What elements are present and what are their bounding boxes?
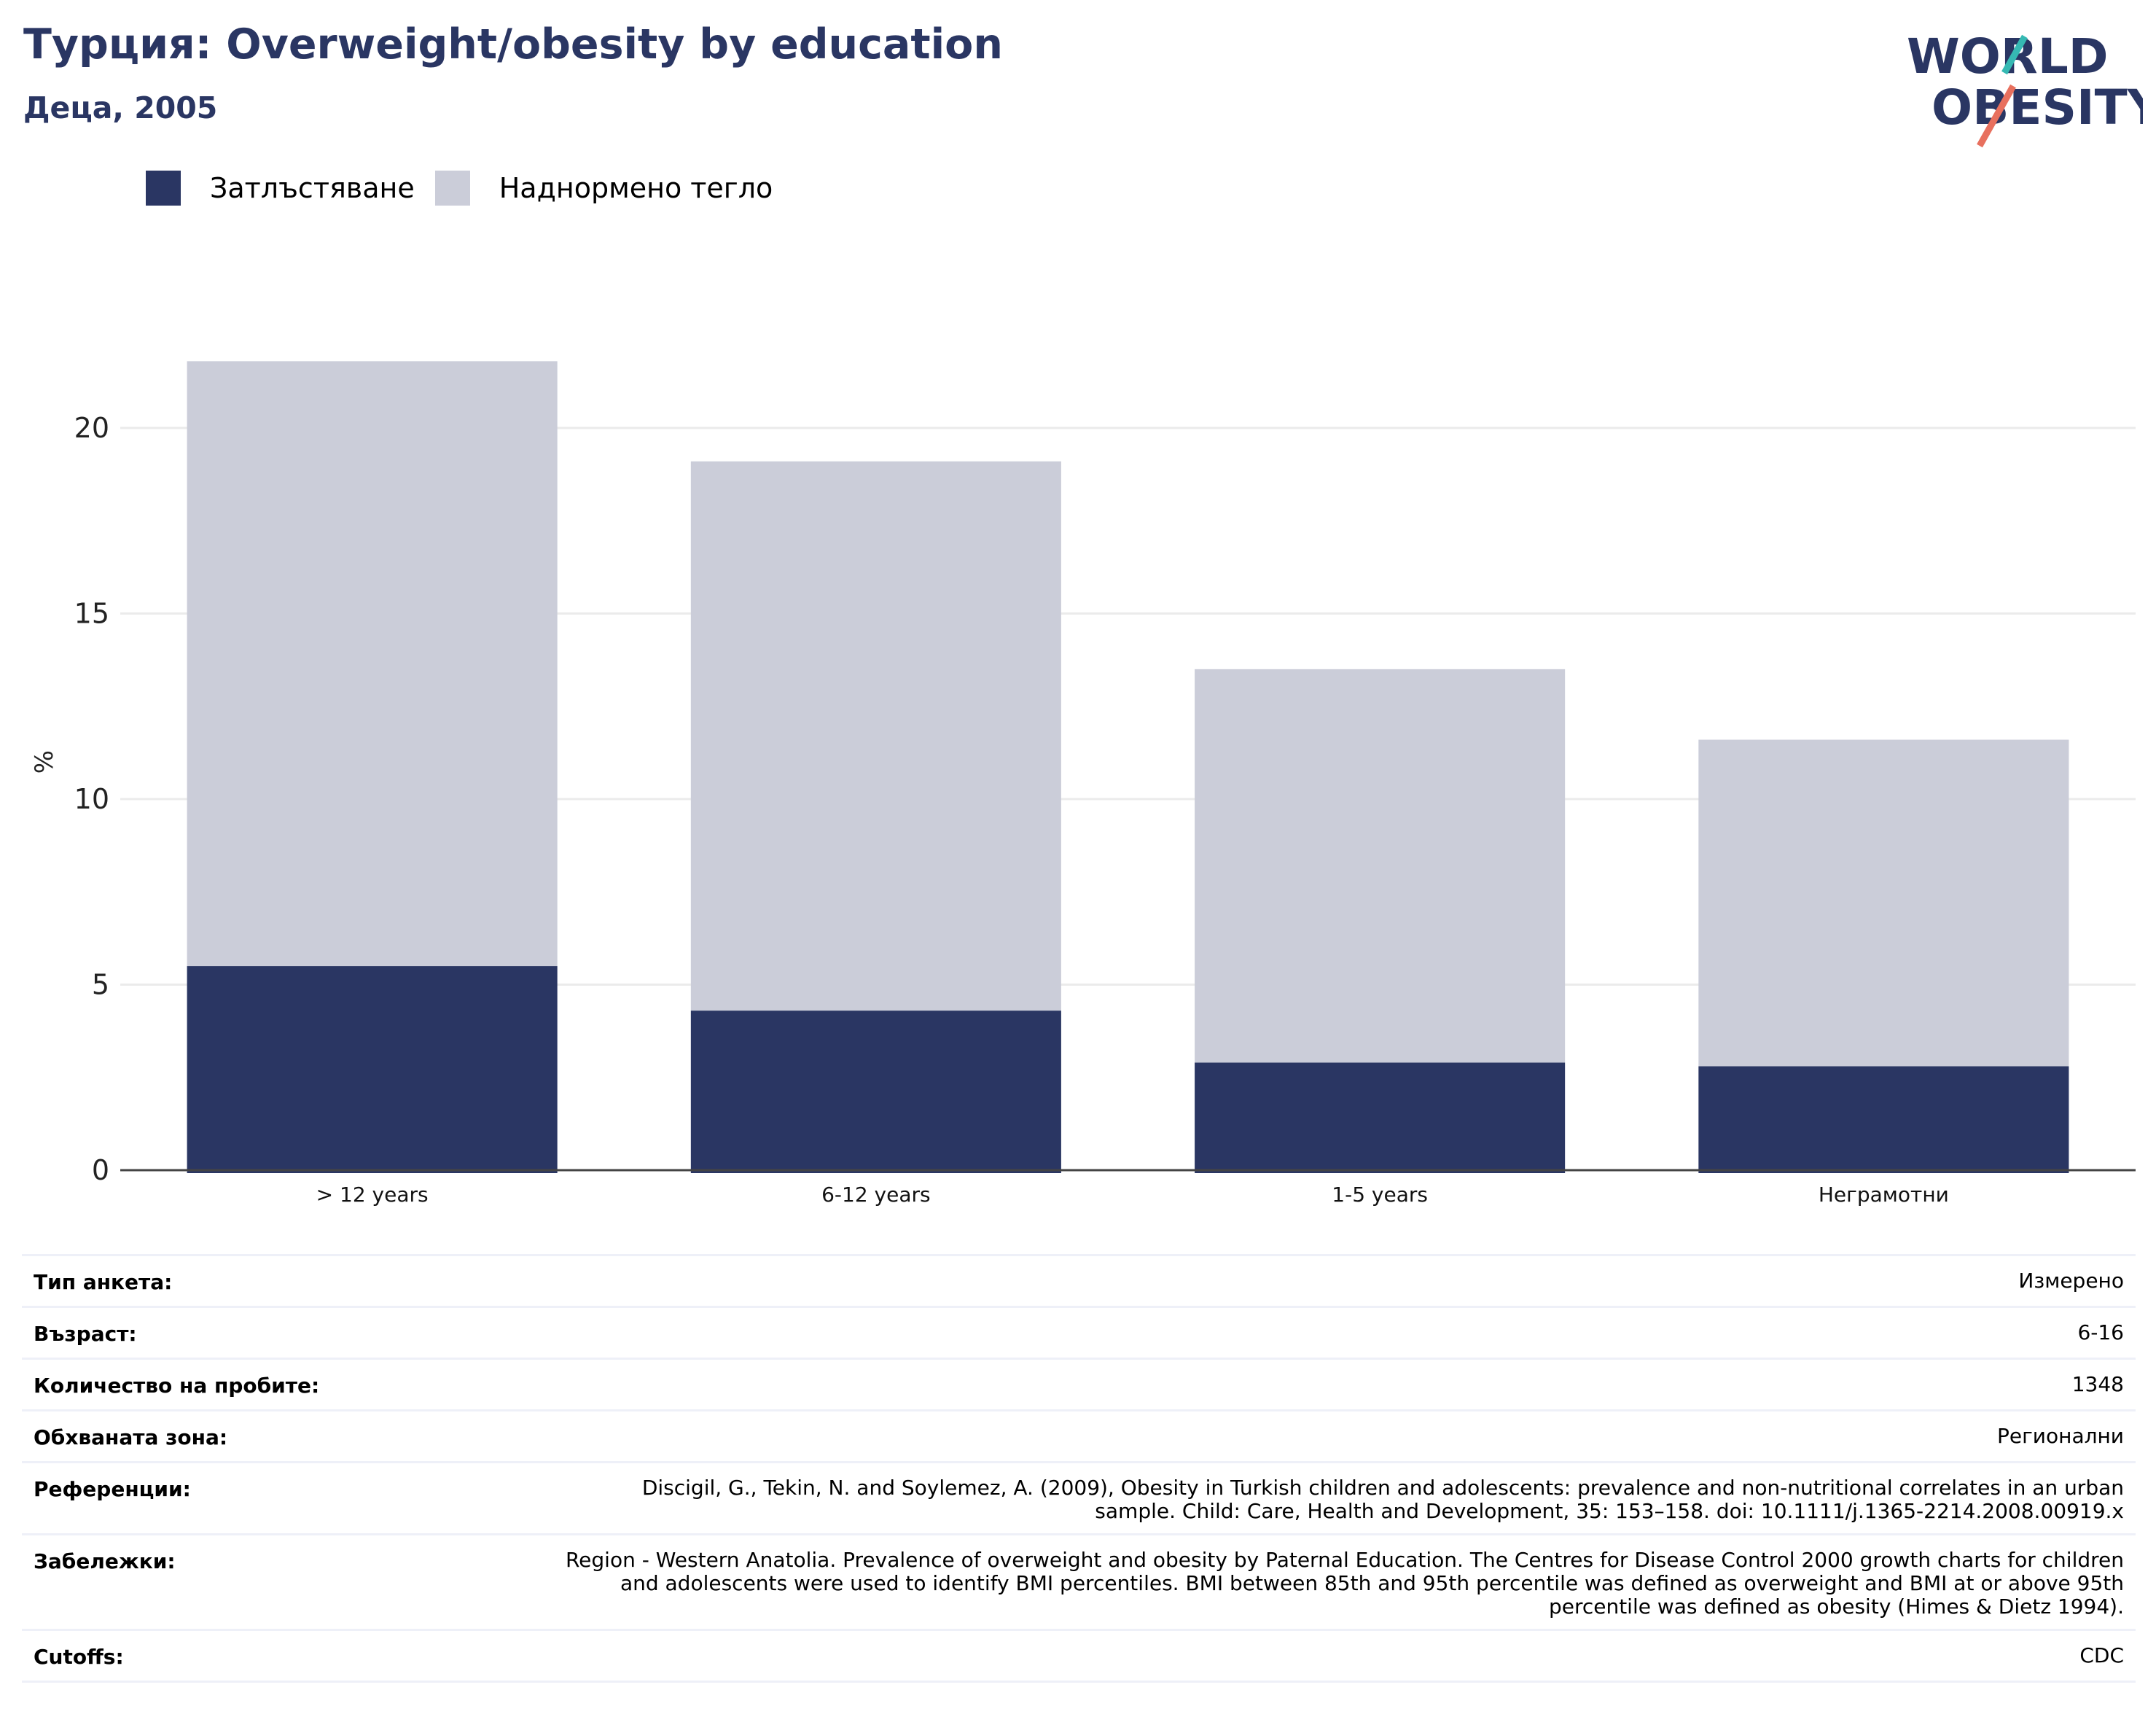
metadata-row: Забележки: Region - Western Anatolia. Pre… [22,1533,2136,1629]
logo-slash-teal [2001,34,2028,75]
bar-obesity [1195,1062,1566,1173]
metadata-table: Тип анкета: Измерено Възраст: 6-16 Количеств… [22,1254,2136,1683]
metadata-value: Discigil, G., Tekin, N. and Soylemez, A.… [641,1476,2124,1523]
y-tick-label: 20 [74,412,109,444]
bar-obesity [1698,1066,2069,1173]
bar-obesity [187,966,558,1173]
bar-overweight [187,361,558,967]
world-obesity-logo: WORLD OBESITY [1907,28,2143,148]
y-tick-label: 10 [74,783,109,815]
bar-chart: 0 5 10 15 20% > 12 years 6-12 years 1-5 years Не… [30,361,2136,1207]
metadata-key: Тип анкета: [34,1270,173,1294]
bar-overweight [690,461,1061,1011]
metadata-value: Регионални [1996,1424,2124,1448]
metadata-row: Cutoffs: CDC [22,1629,2136,1683]
legend-label-obesity: Затлъстяване [210,172,415,204]
bar-overweight [1698,739,2069,1067]
bar-obesity [690,1011,1061,1173]
y-tick-label: 15 [74,598,109,630]
bar-overweight [1195,669,1566,1063]
chart-subtitle: Деца, 2005 [23,90,218,125]
metadata-row: Обхваната зона: Регионални [22,1409,2136,1461]
y-tick-label: 5 [92,969,109,1001]
x-tick-label: Неграмотни [1819,1183,1949,1207]
metadata-row: Референции: Discigil, G., Tekin, N. and S… [22,1461,2136,1533]
legend-label-overweight: Наднормено тегло [499,172,773,204]
metadata-row: Тип анкета: Измерено [22,1254,2136,1306]
metadata-value: Region - Western Anatolia. Prevalence of… [565,1548,2124,1619]
logo-line-world: WORLD [1907,28,2109,85]
legend: Затлъстяване Наднормено тегло [146,166,793,210]
x-tick-label: 6-12 years [821,1183,931,1207]
metadata-key: Обхваната зона: [34,1425,228,1449]
metadata-key: Референции: [34,1477,191,1501]
legend-item-overweight[interactable]: Наднормено тегло [434,171,773,206]
legend-swatch-overweight [434,171,470,206]
metadata-key: Възраст: [34,1322,137,1346]
y-axis-label: % [30,750,59,774]
chart-title: Турция: Overweight/obesity by education [23,20,1003,69]
legend-swatch-obesity [146,171,181,206]
metadata-row: Количество на пробите: 1348 [22,1358,2136,1409]
logo-line-obesity: OBESITY [1932,79,2143,136]
metadata-value: 6-16 [2077,1320,2124,1344]
metadata-row: Възраст: 6-16 [22,1306,2136,1358]
logo-slash-coral [1977,84,2016,148]
metadata-key: Забележки: [34,1549,176,1573]
metadata-key: Cutoffs: [34,1645,124,1669]
x-tick-label: > 12 years [316,1183,429,1207]
metadata-key: Количество на пробите: [34,1374,320,1398]
x-tick-label: 1-5 years [1332,1183,1428,1207]
legend-item-obesity[interactable]: Затлъстяване [146,171,415,206]
metadata-value: Измерено [2018,1269,2124,1293]
metadata-value: 1348 [2071,1372,2124,1396]
y-tick-label: 0 [92,1154,109,1186]
metadata-value: CDC [2079,1643,2124,1667]
